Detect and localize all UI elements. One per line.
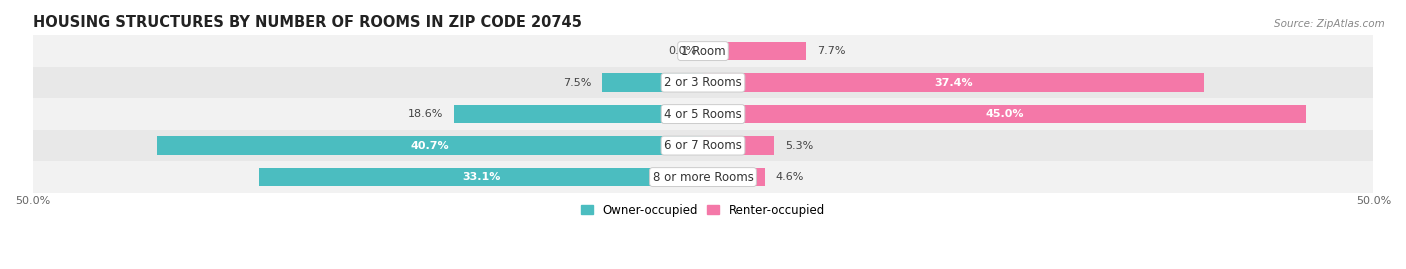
Legend: Owner-occupied, Renter-occupied: Owner-occupied, Renter-occupied — [576, 199, 830, 222]
Bar — [703, 136, 775, 155]
Text: 1 Room: 1 Room — [681, 45, 725, 58]
Text: Source: ZipAtlas.com: Source: ZipAtlas.com — [1274, 19, 1385, 29]
Text: 6 or 7 Rooms: 6 or 7 Rooms — [664, 139, 742, 152]
Bar — [32, 161, 1374, 193]
Text: 0.0%: 0.0% — [668, 46, 696, 56]
Text: 33.1%: 33.1% — [463, 172, 501, 182]
Bar — [157, 136, 703, 155]
Bar — [703, 105, 1306, 123]
Text: 8 or more Rooms: 8 or more Rooms — [652, 171, 754, 183]
Text: 4 or 5 Rooms: 4 or 5 Rooms — [664, 108, 742, 121]
Text: 5.3%: 5.3% — [785, 141, 813, 151]
Bar — [602, 73, 703, 92]
Bar — [454, 105, 703, 123]
Text: 2 or 3 Rooms: 2 or 3 Rooms — [664, 76, 742, 89]
Text: 4.6%: 4.6% — [775, 172, 804, 182]
Text: 7.5%: 7.5% — [564, 77, 592, 88]
Bar — [32, 98, 1374, 130]
Bar — [703, 73, 1205, 92]
Bar — [703, 168, 765, 186]
Bar — [259, 168, 703, 186]
Text: HOUSING STRUCTURES BY NUMBER OF ROOMS IN ZIP CODE 20745: HOUSING STRUCTURES BY NUMBER OF ROOMS IN… — [32, 15, 582, 30]
Text: 18.6%: 18.6% — [408, 109, 443, 119]
Bar — [703, 42, 806, 60]
Text: 37.4%: 37.4% — [935, 77, 973, 88]
Bar — [32, 35, 1374, 67]
Bar — [32, 130, 1374, 161]
Text: 40.7%: 40.7% — [411, 141, 450, 151]
Text: 45.0%: 45.0% — [986, 109, 1024, 119]
Bar — [32, 67, 1374, 98]
Text: 7.7%: 7.7% — [817, 46, 845, 56]
